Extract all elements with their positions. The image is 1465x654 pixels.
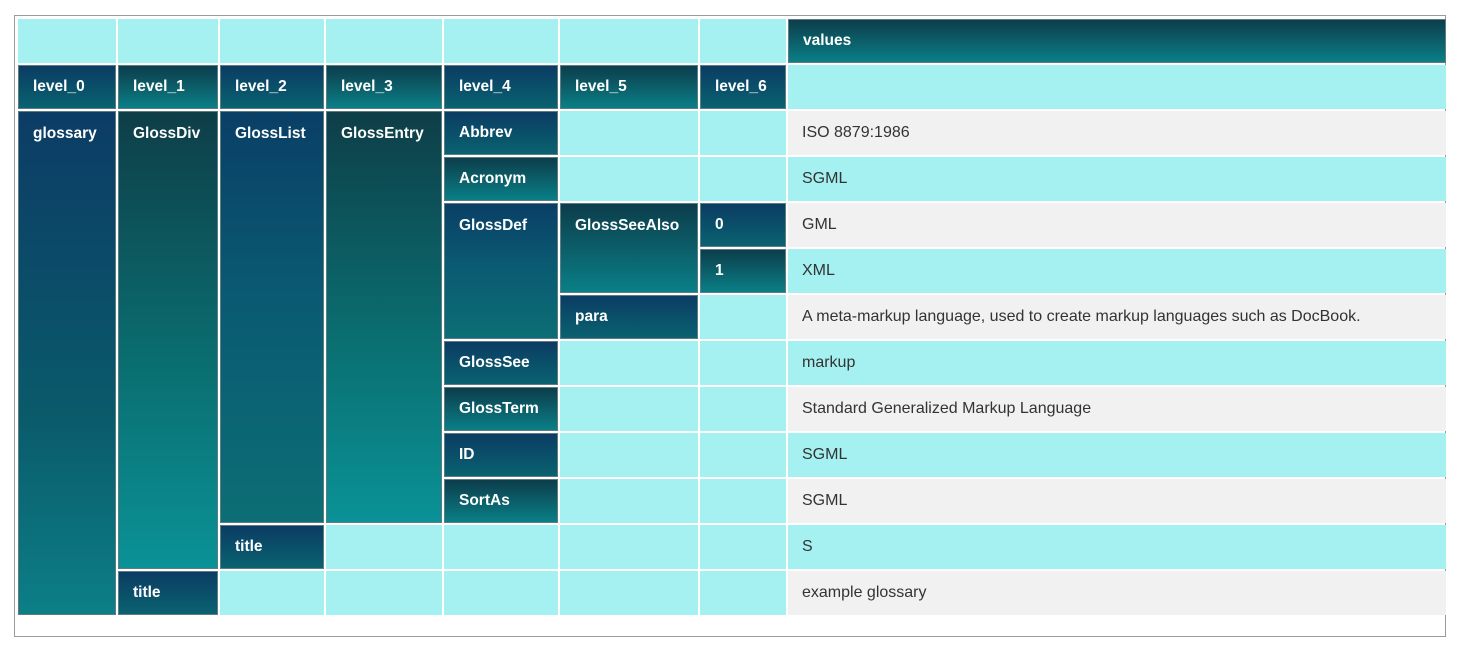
- value-id: SGML: [788, 433, 1446, 477]
- empty-cell: [700, 19, 786, 63]
- key-index-1: 1: [700, 249, 786, 293]
- header-row-values: values: [18, 19, 1446, 63]
- table-row: 1 XML: [18, 249, 1446, 293]
- level-header-0: level_0: [18, 65, 116, 109]
- empty-cell: [560, 387, 698, 431]
- value-abbrev: ISO 8879:1986: [788, 111, 1446, 155]
- empty-cell: [700, 157, 786, 201]
- table-row: title example glossary: [18, 571, 1446, 615]
- level-header-4: level_4: [444, 65, 558, 109]
- value-seealso-1: XML: [788, 249, 1446, 293]
- table-row: Acronym SGML: [18, 157, 1446, 201]
- key-glosssee: GlossSee: [444, 341, 558, 385]
- json-table-frame: values level_0 level_1 level_2 level_3 l…: [14, 15, 1446, 637]
- empty-cell: [700, 341, 786, 385]
- value-sortas: SGML: [788, 479, 1446, 523]
- empty-cell: [220, 571, 324, 615]
- empty-cell: [700, 525, 786, 569]
- empty-cell: [560, 19, 698, 63]
- empty-cell: [560, 571, 698, 615]
- empty-cell: [118, 19, 218, 63]
- key-glossseealso: GlossSeeAlso: [560, 203, 698, 293]
- empty-cell: [700, 295, 786, 339]
- empty-cell: [560, 111, 698, 155]
- empty-cell: [560, 525, 698, 569]
- empty-cell: [700, 433, 786, 477]
- empty-cell: [700, 571, 786, 615]
- table-row: glossary GlossDiv GlossList GlossEntry A…: [18, 111, 1446, 615]
- table-row: GlossSee markup: [18, 341, 1446, 385]
- empty-cell: [788, 65, 1446, 109]
- key-id: ID: [444, 433, 558, 477]
- empty-cell: [326, 571, 442, 615]
- empty-cell: [326, 525, 442, 569]
- empty-cell: [560, 341, 698, 385]
- value-title-glossary: example glossary: [788, 571, 1446, 615]
- key-abbrev: Abbrev: [444, 111, 558, 155]
- table-row: SortAs SGML: [18, 479, 1446, 523]
- header-row-levels: level_0 level_1 level_2 level_3 level_4 …: [18, 65, 1446, 109]
- empty-cell: [220, 19, 324, 63]
- key-title-glossary: title: [118, 571, 218, 615]
- empty-cell: [560, 157, 698, 201]
- key-sortas: SortAs: [444, 479, 558, 523]
- empty-cell: [18, 19, 116, 63]
- level-header-6: level_6: [700, 65, 786, 109]
- empty-cell: [560, 479, 698, 523]
- glossary-table: values level_0 level_1 level_2 level_3 l…: [16, 17, 1448, 617]
- key-glossdef: GlossDef: [444, 203, 558, 339]
- value-para: A meta-markup language, used to create m…: [788, 295, 1446, 339]
- empty-cell: [444, 19, 558, 63]
- value-glossterm: Standard Generalized Markup Language: [788, 387, 1446, 431]
- key-index-0: 0: [700, 203, 786, 247]
- values-header: values: [788, 19, 1446, 63]
- empty-cell: [560, 433, 698, 477]
- level-header-3: level_3: [326, 65, 442, 109]
- table-row: title S: [18, 525, 1446, 569]
- key-glossentry: GlossEntry: [326, 111, 442, 523]
- key-glossterm: GlossTerm: [444, 387, 558, 431]
- value-title-glossdiv: S: [788, 525, 1446, 569]
- key-glossdiv: GlossDiv: [118, 111, 218, 569]
- table-row: para A meta-markup language, used to cre…: [18, 295, 1446, 339]
- key-para: para: [560, 295, 698, 339]
- empty-cell: [326, 19, 442, 63]
- key-title-glossdiv: title: [220, 525, 324, 569]
- empty-cell: [700, 387, 786, 431]
- empty-cell: [700, 111, 786, 155]
- empty-cell: [444, 525, 558, 569]
- key-acronym: Acronym: [444, 157, 558, 201]
- level-header-2: level_2: [220, 65, 324, 109]
- value-seealso-0: GML: [788, 203, 1446, 247]
- key-glossary: glossary: [18, 111, 116, 615]
- table-row: ID SGML: [18, 433, 1446, 477]
- level-header-5: level_5: [560, 65, 698, 109]
- key-glosslist: GlossList: [220, 111, 324, 523]
- empty-cell: [444, 571, 558, 615]
- table-row: GlossTerm Standard Generalized Markup La…: [18, 387, 1446, 431]
- empty-cell: [700, 479, 786, 523]
- level-header-1: level_1: [118, 65, 218, 109]
- value-acronym: SGML: [788, 157, 1446, 201]
- value-glosssee: markup: [788, 341, 1446, 385]
- table-row: GlossDef GlossSeeAlso 0 GML: [18, 203, 1446, 339]
